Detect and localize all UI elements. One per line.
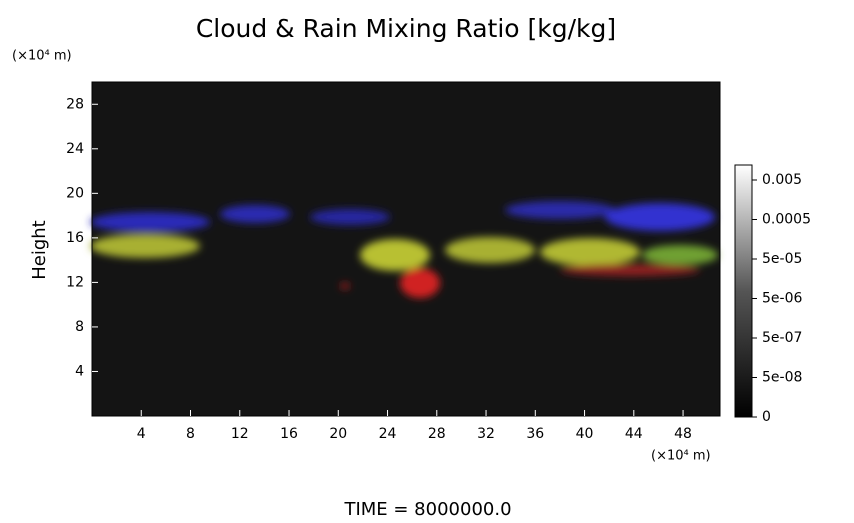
colorbar-tick-label: 5e-07 bbox=[762, 330, 802, 346]
x-tick-label: 28 bbox=[428, 426, 446, 442]
colorbar-tick-label: 0.0005 bbox=[762, 212, 811, 228]
y-tick-label: 8 bbox=[75, 319, 84, 335]
cloud-water bbox=[360, 239, 430, 271]
cloud-water bbox=[642, 245, 718, 265]
y-tick-label: 28 bbox=[66, 96, 84, 112]
cloud-ice bbox=[90, 212, 210, 232]
cloud-water bbox=[445, 237, 535, 263]
colorbar bbox=[734, 164, 753, 418]
y-unit: (×10⁴ m) bbox=[12, 49, 72, 64]
y-axis-label: Height bbox=[29, 220, 50, 280]
x-tick-label: 40 bbox=[576, 426, 594, 442]
colorbar-tick-label: 5e-05 bbox=[762, 251, 802, 267]
cloud-ice bbox=[310, 209, 390, 225]
colorbar-tick-label: 0 bbox=[762, 409, 771, 425]
cloud-ice bbox=[220, 205, 290, 223]
x-tick-label: 44 bbox=[625, 426, 643, 442]
rain bbox=[340, 283, 350, 289]
render-field bbox=[90, 201, 718, 298]
x-tick-label: 4 bbox=[137, 426, 146, 442]
x-tick-label: 36 bbox=[526, 426, 544, 442]
x-tick-label: 16 bbox=[280, 426, 298, 442]
colorbar-tick-label: 5e-06 bbox=[762, 291, 802, 307]
y-tick-label: 24 bbox=[66, 141, 84, 157]
x-tick-label: 48 bbox=[674, 426, 692, 442]
cloud-water bbox=[540, 238, 640, 266]
rain bbox=[560, 264, 700, 276]
cloud-ice bbox=[605, 203, 715, 231]
x-tick-label: 20 bbox=[329, 426, 347, 442]
x-tick-label: 24 bbox=[379, 426, 397, 442]
y-tick-label: 12 bbox=[66, 274, 84, 290]
y-tick-label: 16 bbox=[66, 230, 84, 246]
cloud-water bbox=[90, 234, 200, 258]
cloud-ice bbox=[505, 201, 615, 219]
rain bbox=[400, 268, 440, 298]
y-tick-label: 20 bbox=[66, 185, 84, 201]
x-unit: (×10⁴ m) bbox=[651, 449, 711, 464]
chart-title: Cloud & Rain Mixing Ratio [kg/kg] bbox=[196, 14, 616, 43]
x-tick-label: 12 bbox=[231, 426, 249, 442]
colorbar-tick-label: 0.005 bbox=[762, 172, 802, 188]
y-tick-label: 4 bbox=[75, 363, 84, 379]
colorbar-tick-label: 5e-08 bbox=[762, 370, 802, 386]
x-tick-label: 8 bbox=[186, 426, 195, 442]
x-tick-label: 32 bbox=[477, 426, 495, 442]
footer-time: TIME = 8000000.0 bbox=[343, 499, 511, 519]
plot-frame bbox=[91, 81, 721, 417]
